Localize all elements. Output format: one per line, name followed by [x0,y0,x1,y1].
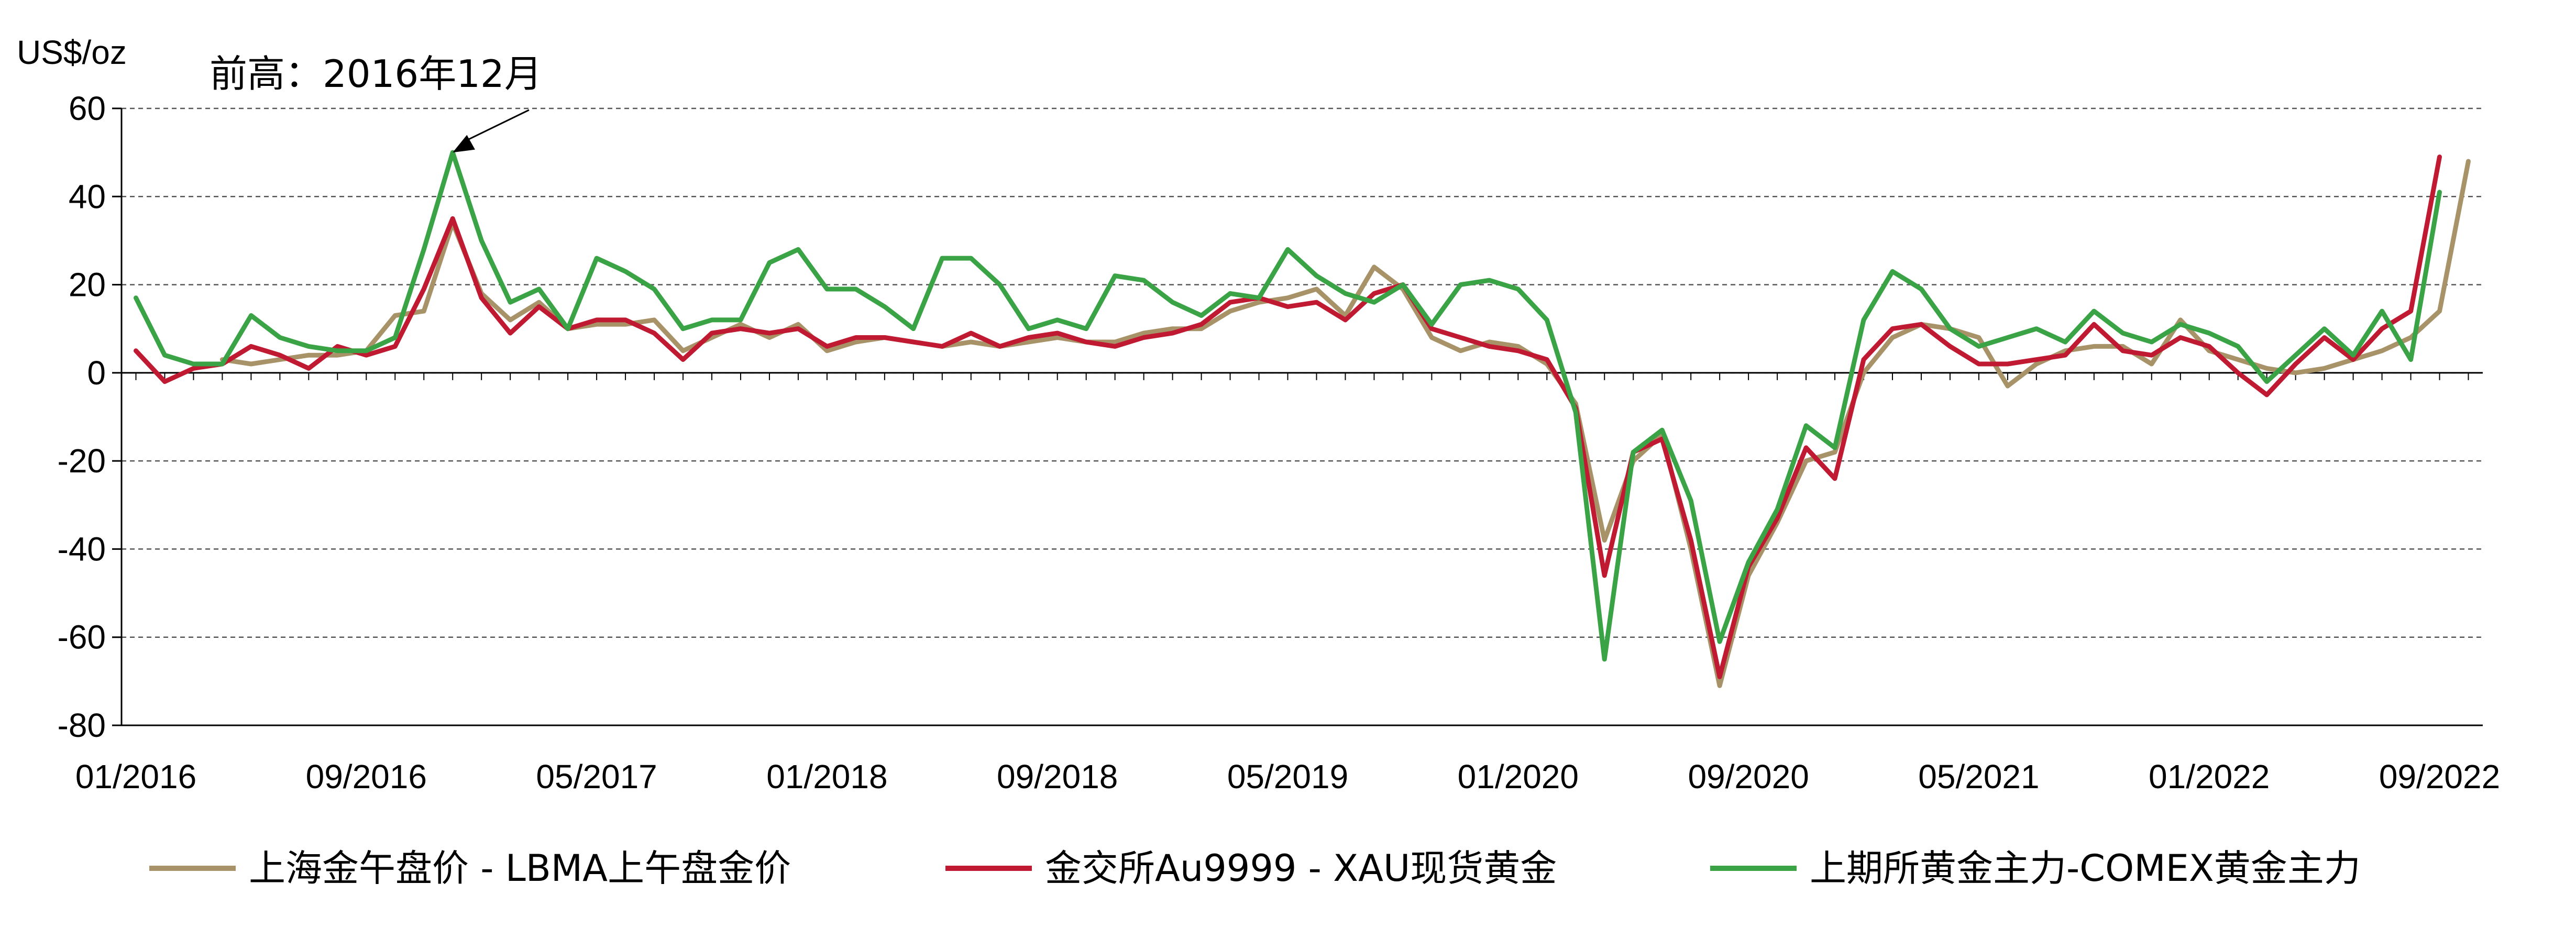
x-tick-label: 01/2020 [1458,758,1579,796]
x-tick-label: 05/2019 [1227,758,1348,796]
y-tick-label: 40 [69,178,106,215]
x-tick-label: 09/2022 [2379,758,2500,796]
y-tick-label: 0 [87,354,106,392]
legend-label-2: 金交所Au9999 - XAU现货黄金 [1045,847,1557,890]
legend-label-3: 上期所黄金主力-COMEX黄金主力 [1810,847,2361,890]
x-tick-label: 09/2016 [306,758,427,796]
x-tick-label: 01/2018 [766,758,887,796]
x-tick-label: 01/2022 [2149,758,2270,796]
x-axis: 01/2016 09/2016 05/2017 01/2018 09/2018 05/20… [75,372,2500,796]
legend-label-1: 上海金午盘价 - LBMA上午盘金价 [249,847,791,890]
annotation-arrow-head [453,135,475,153]
y-tick-label: -60 [58,618,106,656]
series-line-2 [134,154,2442,679]
y-axis: 60 40 20 0 -20 -40 -60 -80 [58,90,123,744]
annotation-label: 前高：2016年12月 [210,52,542,96]
y-tick-label: -20 [58,442,106,480]
y-tick-label: 20 [69,266,106,304]
series-lines [134,150,2471,688]
y-tick-label: 60 [69,90,106,127]
series-line-1 [219,159,2471,688]
y-tick-label: -80 [58,706,106,744]
x-tick-label: 05/2017 [536,758,657,796]
x-tick-label: 01/2016 [75,758,196,796]
annotation-arrow-line [463,109,530,143]
x-tick-label: 05/2021 [1918,758,2039,796]
legend: 上海金午盘价 - LBMA上午盘金价 金交所Au9999 - XAU现货黄金 上期所… [149,847,2361,890]
y-tick-label: -40 [58,530,106,568]
x-tick-label: 09/2018 [997,758,1118,796]
x-tick-label: 09/2020 [1688,758,1809,796]
series-line-3 [134,150,2442,662]
annotation: 前高：2016年12月 [210,52,542,153]
y-axis-unit-label: US$/oz [17,34,127,71]
